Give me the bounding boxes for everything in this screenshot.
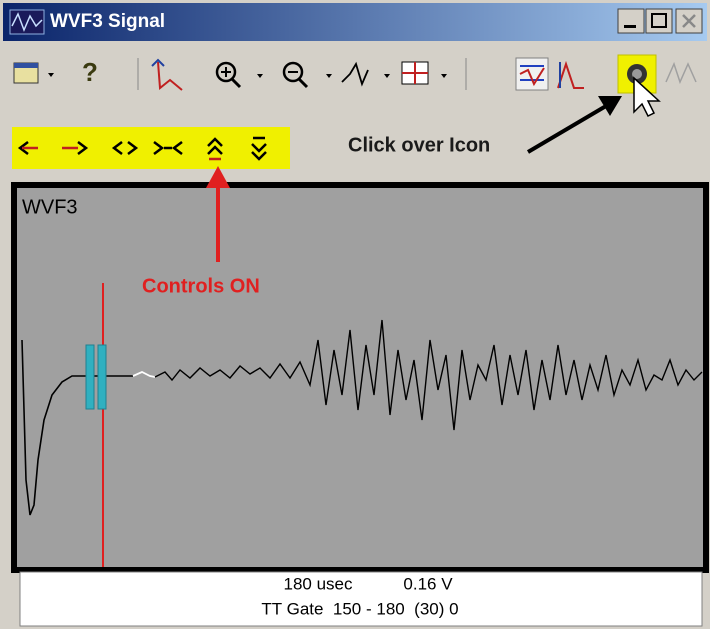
extra-icon[interactable]	[665, 61, 697, 85]
controls-hint: Controls ON	[142, 275, 260, 297]
lower-button[interactable]	[251, 136, 267, 161]
svg-text:?: ?	[82, 57, 98, 87]
trace-icon[interactable]	[515, 57, 549, 91]
zoom-in-icon[interactable]	[215, 61, 263, 89]
window-title: WVF3 Signal	[50, 11, 165, 32]
toolbar: ?	[3, 43, 707, 109]
black-arrow	[526, 96, 622, 154]
mouse-pointer	[633, 76, 661, 118]
gate-segment	[132, 371, 156, 378]
minimize-button[interactable]	[617, 8, 645, 34]
maximize-button[interactable]	[645, 8, 673, 34]
status-panel	[19, 571, 703, 627]
controls-strip	[12, 127, 290, 169]
raise-button[interactable]	[207, 137, 223, 161]
gate-markers	[85, 344, 107, 410]
red-arrow	[206, 166, 230, 262]
status-voltage: 0.16 V	[403, 574, 453, 593]
help-icon[interactable]: ?	[82, 57, 98, 87]
grid-icon[interactable]	[401, 61, 447, 85]
plot-area	[11, 182, 709, 573]
move-left-button[interactable]	[17, 141, 38, 155]
gate-icon[interactable]	[557, 60, 584, 89]
expand-button[interactable]	[111, 141, 139, 155]
move-right-button[interactable]	[62, 141, 89, 155]
cursor-tool-icon[interactable]	[151, 58, 183, 91]
contract-button[interactable]	[153, 141, 183, 155]
status-gate: TT Gate 150 - 180 (30) 0	[261, 599, 458, 618]
title-bar	[3, 3, 707, 41]
status-time: 180 usec	[284, 574, 353, 593]
close-button[interactable]	[675, 8, 703, 34]
click-hint: Click over Icon	[348, 134, 490, 156]
app-icon	[9, 9, 45, 35]
plot-label: WVF3	[22, 196, 78, 218]
window-menu-icon[interactable]	[13, 62, 54, 84]
zoom-out-icon[interactable]	[282, 61, 332, 89]
waveform	[154, 319, 703, 431]
waveform-icon[interactable]	[341, 61, 390, 87]
cursor-controls	[12, 127, 290, 169]
waveform	[21, 339, 133, 516]
